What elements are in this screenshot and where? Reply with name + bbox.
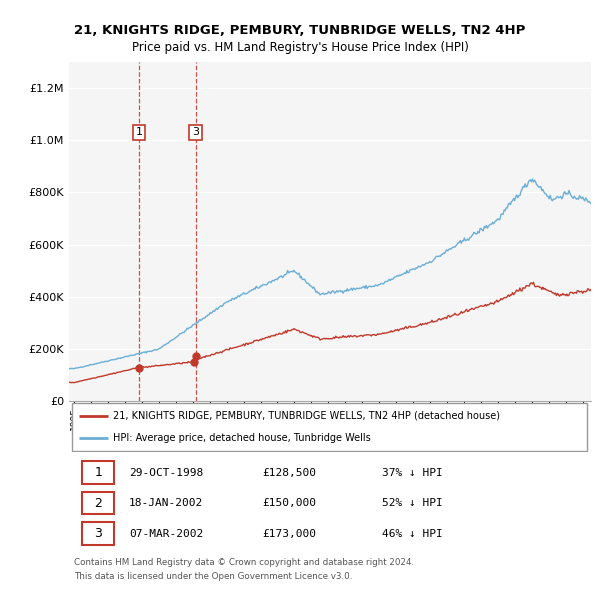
Text: 18-JAN-2002: 18-JAN-2002: [129, 498, 203, 508]
Text: Price paid vs. HM Land Registry's House Price Index (HPI): Price paid vs. HM Land Registry's House …: [131, 41, 469, 54]
Text: £128,500: £128,500: [262, 467, 316, 477]
Text: 2: 2: [94, 497, 102, 510]
Text: 29-OCT-1998: 29-OCT-1998: [129, 467, 203, 477]
Text: 52% ↓ HPI: 52% ↓ HPI: [382, 498, 443, 508]
Bar: [82, 492, 115, 514]
Text: 3: 3: [192, 127, 199, 137]
Text: 1: 1: [94, 466, 102, 479]
Text: 07-MAR-2002: 07-MAR-2002: [129, 529, 203, 539]
Bar: [82, 522, 115, 545]
Text: Contains HM Land Registry data © Crown copyright and database right 2024.: Contains HM Land Registry data © Crown c…: [74, 558, 415, 567]
Text: 1: 1: [136, 127, 142, 137]
Text: 3: 3: [94, 527, 102, 540]
Text: 21, KNIGHTS RIDGE, PEMBURY, TUNBRIDGE WELLS, TN2 4HP (detached house): 21, KNIGHTS RIDGE, PEMBURY, TUNBRIDGE WE…: [113, 411, 500, 421]
Text: 21, KNIGHTS RIDGE, PEMBURY, TUNBRIDGE WELLS, TN2 4HP: 21, KNIGHTS RIDGE, PEMBURY, TUNBRIDGE WE…: [74, 24, 526, 37]
Bar: [82, 461, 115, 484]
Text: HPI: Average price, detached house, Tunbridge Wells: HPI: Average price, detached house, Tunb…: [113, 433, 371, 443]
Text: £173,000: £173,000: [262, 529, 316, 539]
Text: £150,000: £150,000: [262, 498, 316, 508]
Text: This data is licensed under the Open Government Licence v3.0.: This data is licensed under the Open Gov…: [74, 572, 353, 581]
Text: 37% ↓ HPI: 37% ↓ HPI: [382, 467, 443, 477]
Text: 46% ↓ HPI: 46% ↓ HPI: [382, 529, 443, 539]
